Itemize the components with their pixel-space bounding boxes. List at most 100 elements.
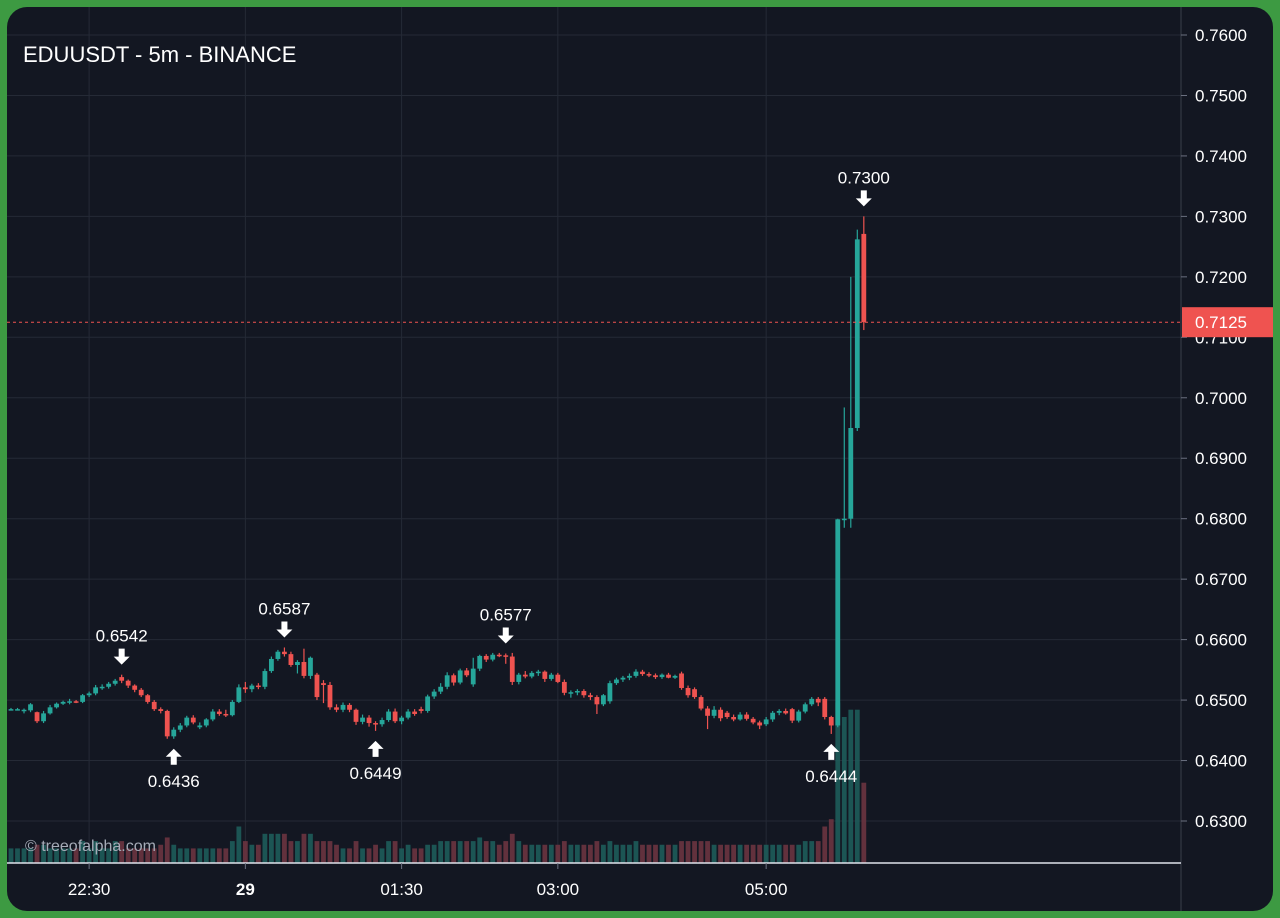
candle-body xyxy=(640,671,645,675)
volume-bar xyxy=(757,844,763,863)
price-tick-label: 0.7000 xyxy=(1195,389,1247,408)
volume-bar xyxy=(106,848,112,863)
volume-bar xyxy=(457,841,463,863)
candlestick-chart[interactable]: 0.6542 0.6436 0.6587 0.6449 0.6577 0.6444 0.73… xyxy=(7,7,1273,911)
annotation-label: 0.6587 xyxy=(258,599,310,618)
price-tick-label: 0.7400 xyxy=(1195,147,1247,166)
candle-body xyxy=(21,709,27,712)
volume-bar xyxy=(308,833,313,863)
volume-bar xyxy=(848,709,854,863)
volume-bar xyxy=(561,841,567,863)
candle-body xyxy=(594,697,600,705)
volume-bar xyxy=(67,848,72,863)
volume-bar xyxy=(522,844,528,863)
volume-bar xyxy=(783,844,789,863)
candle-body xyxy=(574,691,580,693)
candle-body xyxy=(431,691,437,697)
high-price-annotation: 0.6587 xyxy=(258,599,310,638)
candle-body xyxy=(568,692,574,694)
volume-bar xyxy=(490,841,496,863)
annotation-label: 0.6436 xyxy=(148,772,200,791)
volume-bar xyxy=(119,841,125,863)
candle-body xyxy=(210,711,216,720)
candle-body xyxy=(184,717,190,726)
candle-body xyxy=(841,518,847,521)
candle-body xyxy=(724,712,730,718)
volume-bar xyxy=(249,844,255,863)
candle-body xyxy=(8,709,14,711)
candle-body xyxy=(106,683,112,687)
volume-bar xyxy=(21,848,27,863)
volume-bar xyxy=(692,841,697,863)
candle-body xyxy=(203,719,209,726)
candle-body xyxy=(672,675,678,678)
candle-body xyxy=(711,709,717,716)
candle-body xyxy=(125,680,131,686)
last-price-marker: 0.7125 xyxy=(7,307,1273,338)
volume-bar xyxy=(763,844,769,863)
volume-bar xyxy=(464,841,470,863)
candle-body xyxy=(555,674,561,682)
candle-body xyxy=(80,695,86,702)
candle-body xyxy=(548,674,554,679)
price-tick-label: 0.6700 xyxy=(1195,570,1247,589)
volume-bar xyxy=(295,841,300,863)
volume-bar xyxy=(470,841,476,863)
volume-bar xyxy=(431,844,437,863)
up-arrow-icon xyxy=(367,740,384,757)
candle-body xyxy=(399,717,404,722)
volume-bar xyxy=(229,841,235,863)
volume-bar xyxy=(197,848,203,863)
candle-body xyxy=(464,670,470,676)
candle-body xyxy=(190,717,196,723)
down-arrow-icon xyxy=(113,648,130,665)
volume-bar xyxy=(242,841,248,863)
candle-body xyxy=(828,717,834,726)
candle-body xyxy=(496,654,502,657)
candle-body xyxy=(809,698,815,705)
candle-body xyxy=(451,675,457,683)
volume-bar xyxy=(340,848,346,863)
volume-bar xyxy=(718,844,723,863)
candle-body xyxy=(854,239,860,428)
volume-bar xyxy=(288,841,294,863)
price-tick-label: 0.6600 xyxy=(1195,631,1247,650)
candle-body xyxy=(73,701,79,703)
candle-body xyxy=(47,707,53,714)
candle-body xyxy=(327,684,333,708)
time-axis: 22:30 29 01:30 03:00 05:00 xyxy=(7,862,1181,899)
candle-body xyxy=(373,723,378,725)
volume-bar xyxy=(698,841,704,863)
up-arrow-icon xyxy=(165,748,182,765)
volume-bar xyxy=(509,833,515,863)
volume-bar xyxy=(542,844,548,863)
volume-bar xyxy=(653,844,658,863)
volume-bar xyxy=(568,844,574,863)
time-tick-label: 05:00 xyxy=(745,880,788,899)
down-arrow-icon xyxy=(497,627,514,644)
volume-bar xyxy=(41,844,46,863)
volume-bar xyxy=(80,841,86,863)
candle-body xyxy=(275,651,281,659)
volume-bar xyxy=(594,841,600,863)
candle-body xyxy=(477,655,483,669)
price-tick-label: 0.6900 xyxy=(1195,449,1247,468)
candle-body xyxy=(535,671,541,674)
volume-bar xyxy=(770,844,776,863)
volume-bar xyxy=(601,844,606,863)
down-arrow-icon xyxy=(276,621,293,638)
candle-body xyxy=(99,686,105,689)
candle-body xyxy=(321,683,326,685)
candle-body xyxy=(93,687,99,694)
volume-bar xyxy=(854,709,860,863)
candle-body xyxy=(171,729,177,737)
candle-body xyxy=(54,703,59,708)
candle-body xyxy=(731,717,737,720)
annotation-label: 0.6577 xyxy=(480,606,532,625)
volume-bar xyxy=(418,848,424,863)
volume-bar xyxy=(724,844,730,863)
volume-bar xyxy=(776,844,782,863)
price-tick-label: 0.7600 xyxy=(1195,26,1247,45)
candle-body xyxy=(763,719,769,725)
volume-bar xyxy=(672,844,678,863)
